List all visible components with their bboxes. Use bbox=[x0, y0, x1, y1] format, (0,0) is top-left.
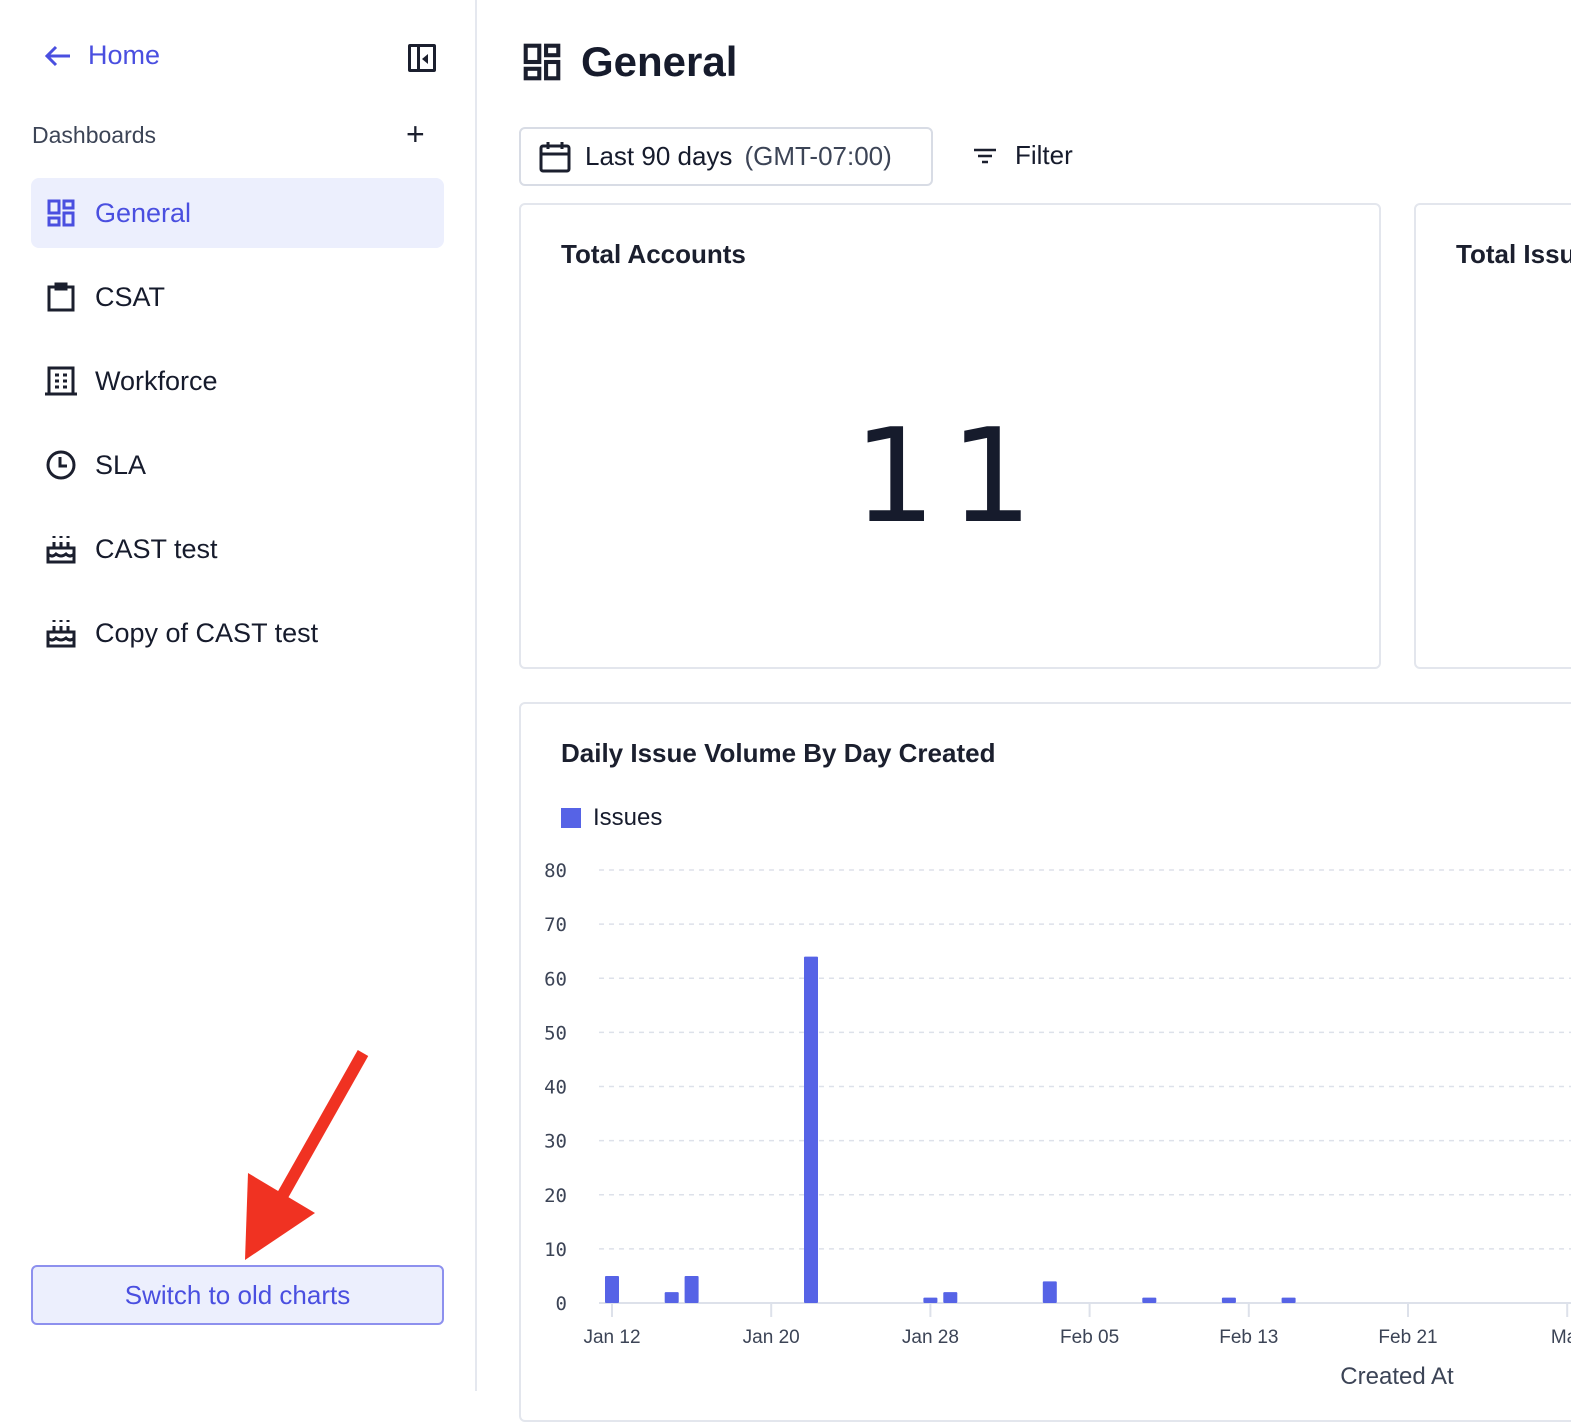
cake-icon bbox=[45, 617, 77, 649]
x-tick-label: Feb 13 bbox=[1219, 1327, 1278, 1348]
collapse-sidebar-icon[interactable] bbox=[408, 44, 436, 72]
annotation-arrow-icon bbox=[245, 1050, 369, 1260]
sidebar-item-label: SLA bbox=[95, 449, 147, 480]
card-title: Total Accounts bbox=[561, 239, 746, 269]
bar bbox=[684, 1275, 699, 1303]
y-tick-label: 70 bbox=[544, 914, 567, 936]
main-content: General Last 90 days (GMT-07:00) Filter … bbox=[479, 0, 1571, 1422]
issue-volume-chart: 0 10 20 30 40 50 60 70 80 Jan 12 Jan 20 Jan 28 Feb 0… bbox=[544, 860, 1571, 1390]
dashboards-heading: Dashboards bbox=[32, 122, 157, 148]
calendar-icon bbox=[539, 141, 571, 172]
home-label: Home bbox=[88, 40, 161, 70]
cake-icon bbox=[45, 533, 77, 565]
bar bbox=[1281, 1297, 1296, 1303]
add-dashboard-button[interactable]: + bbox=[406, 116, 425, 152]
y-tick-label: 10 bbox=[544, 1239, 567, 1261]
bar bbox=[923, 1297, 938, 1303]
bar bbox=[1221, 1297, 1236, 1303]
legend-label: Issues bbox=[593, 804, 663, 831]
legend-swatch bbox=[561, 808, 581, 828]
x-tick-label: Jan 12 bbox=[583, 1327, 640, 1348]
chart-title: Daily Issue Volume By Day Created bbox=[561, 738, 996, 768]
total-issues-card: Total Issu bbox=[1414, 203, 1571, 669]
home-link[interactable]: Home bbox=[44, 40, 160, 71]
bar bbox=[664, 1292, 679, 1303]
y-tick-label: 80 bbox=[544, 860, 567, 882]
building-icon bbox=[45, 365, 77, 397]
filter-button[interactable]: Filter bbox=[973, 140, 1073, 171]
sidebar-item-general[interactable]: General bbox=[31, 178, 444, 248]
clock-icon bbox=[45, 449, 77, 481]
y-tick-label: 40 bbox=[544, 1077, 567, 1099]
timezone-label: (GMT-07:00) bbox=[744, 141, 892, 171]
page-title-text: General bbox=[581, 38, 738, 85]
sidebar-item-label: CSAT bbox=[95, 281, 166, 312]
x-tick-label: Jan 28 bbox=[902, 1327, 959, 1348]
page-title: General bbox=[523, 38, 737, 86]
sidebar-item-label: General bbox=[95, 197, 192, 228]
sidebar-item-cast-test[interactable]: CAST test bbox=[31, 514, 444, 584]
y-tick-label: 0 bbox=[556, 1293, 567, 1315]
x-tick-label: Mar bbox=[1551, 1327, 1571, 1348]
bar bbox=[943, 1292, 958, 1303]
y-tick-label: 60 bbox=[544, 968, 567, 990]
arrow-left-icon bbox=[44, 45, 70, 66]
chart-legend: Issues bbox=[561, 804, 662, 832]
bar bbox=[605, 1275, 619, 1303]
sidebar-item-label: Copy of CAST test bbox=[95, 617, 319, 648]
total-accounts-value: 11 bbox=[853, 400, 1047, 552]
sidebar-item-workforce[interactable]: Workforce bbox=[31, 346, 444, 416]
sidebar-item-sla[interactable]: SLA bbox=[31, 430, 444, 500]
sidebar: Home Dashboards + General CSAT Workforce… bbox=[0, 0, 477, 1391]
y-tick-label: 30 bbox=[544, 1131, 567, 1153]
date-range-label: Last 90 days bbox=[585, 141, 733, 171]
sidebar-item-csat[interactable]: CSAT bbox=[31, 262, 444, 332]
bar bbox=[1042, 1281, 1057, 1303]
grid-icon bbox=[45, 197, 77, 229]
filter-icon bbox=[974, 148, 996, 163]
sidebar-item-label: CAST test bbox=[95, 533, 218, 564]
x-axis-label: Created At bbox=[1340, 1363, 1454, 1390]
y-tick-label: 50 bbox=[544, 1022, 567, 1044]
x-tick-label: Jan 20 bbox=[743, 1327, 800, 1348]
clipboard-icon bbox=[45, 281, 77, 313]
x-tick-label: Feb 21 bbox=[1378, 1327, 1437, 1348]
y-tick-label: 20 bbox=[544, 1185, 567, 1207]
grid-icon bbox=[523, 43, 561, 81]
bar bbox=[1142, 1297, 1157, 1303]
filter-label: Filter bbox=[1015, 140, 1073, 170]
sidebar-item-label: Workforce bbox=[95, 365, 218, 396]
total-accounts-card: Total Accounts 11 bbox=[519, 203, 1381, 669]
x-tick-label: Feb 05 bbox=[1060, 1327, 1119, 1348]
bar bbox=[804, 956, 818, 1303]
sidebar-item-copy-of-cast-test[interactable]: Copy of CAST test bbox=[31, 598, 444, 668]
switch-to-old-charts-button[interactable]: Switch to old charts bbox=[31, 1265, 444, 1325]
card-title: Total Issu bbox=[1456, 239, 1571, 269]
date-range-picker[interactable]: Last 90 days (GMT-07:00) bbox=[519, 127, 933, 186]
